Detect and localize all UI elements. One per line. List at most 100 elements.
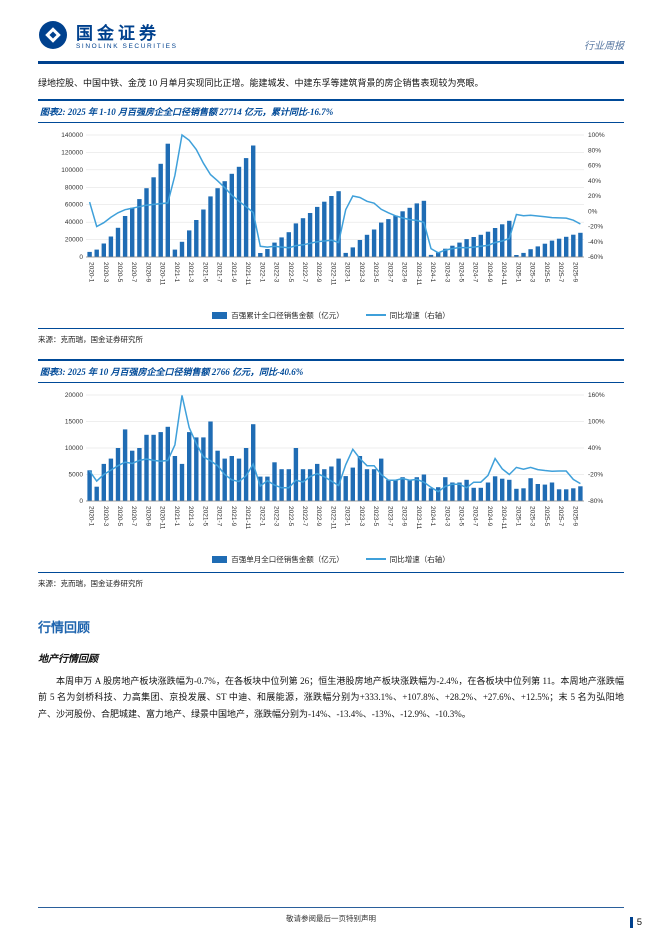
svg-text:2021-3: 2021-3 (187, 262, 194, 283)
svg-text:40%: 40% (588, 445, 601, 452)
svg-text:2024-7: 2024-7 (472, 262, 479, 283)
brand-name-cn: 国金证券 (76, 23, 160, 43)
svg-text:100000: 100000 (61, 167, 83, 174)
svg-text:2024-11: 2024-11 (500, 262, 507, 286)
svg-text:2021-5: 2021-5 (201, 506, 208, 527)
sinolink-logo-icon (38, 20, 68, 55)
svg-text:140000: 140000 (61, 132, 83, 139)
svg-text:-20%: -20% (588, 223, 603, 230)
svg-text:2025-1: 2025-1 (514, 506, 521, 527)
line-swatch-icon (365, 314, 386, 317)
svg-text:2025-3: 2025-3 (529, 262, 536, 283)
intro-paragraph: 绿地控股、中国中铁、金茂 10 月单月实现同比正增。能建城发、中建东孚等建筑背景… (38, 77, 484, 88)
bar-swatch-icon (212, 555, 228, 563)
svg-text:60%: 60% (588, 162, 601, 169)
legend-item-bars: 百强累计全口径销售金额（亿元） (212, 310, 344, 321)
svg-text:2024-7: 2024-7 (472, 506, 479, 527)
svg-text:2025-1: 2025-1 (514, 262, 521, 283)
figure-3: 图表3: 2025 年 10 月百强房企全口径销售额 2766 亿元，同比-40… (38, 358, 624, 573)
svg-text:160%: 160% (588, 392, 605, 399)
svg-text:2020-9: 2020-9 (145, 506, 152, 527)
svg-text:2023-11: 2023-11 (415, 262, 422, 286)
svg-text:2020-3: 2020-3 (102, 262, 109, 283)
svg-text:2022-11: 2022-11 (329, 506, 336, 530)
svg-text:60000: 60000 (65, 202, 83, 209)
svg-text:2023-5: 2023-5 (372, 262, 379, 283)
page-content: 绿地控股、中国中铁、金茂 10 月单月实现同比正增。能建城发、中建东孚等建筑背景… (0, 76, 662, 723)
svg-text:2021-11: 2021-11 (244, 262, 251, 286)
line-swatch-icon (365, 558, 386, 561)
brand-text: 国金证券 SINOLINK SECURITIES (76, 23, 178, 50)
svg-text:2021-7: 2021-7 (216, 506, 223, 527)
svg-text:2021-5: 2021-5 (201, 262, 208, 283)
svg-text:2020-11: 2020-11 (159, 262, 166, 286)
svg-text:5000: 5000 (69, 471, 84, 478)
legend-bar-label: 百强单月全口径销售金额（亿元） (231, 554, 344, 564)
svg-text:2021-9: 2021-9 (230, 262, 237, 283)
legend-item-line: 同比增速（右轴） (365, 554, 450, 565)
svg-text:2022-5: 2022-5 (287, 506, 294, 527)
svg-text:-80%: -80% (588, 498, 603, 505)
header-divider (38, 61, 624, 64)
svg-text:2022-9: 2022-9 (315, 262, 322, 283)
svg-text:2025-9: 2025-9 (571, 506, 578, 527)
svg-text:2025-3: 2025-3 (529, 506, 536, 527)
legend-bar-label: 百强累计全口径销售金额（亿元） (231, 310, 344, 320)
brand: 国金证券 SINOLINK SECURITIES (38, 20, 178, 55)
section-title-market-review: 行情回顾 (38, 619, 91, 635)
figure-3-source: 来源：克而瑞，国金证券研究所 (38, 578, 143, 588)
svg-text:2025-5: 2025-5 (543, 506, 550, 527)
page-number: 5 (629, 917, 642, 928)
svg-text:2022-3: 2022-3 (273, 262, 280, 283)
svg-text:2024-11: 2024-11 (500, 506, 507, 530)
legend-item-line: 同比增速（右轴） (365, 310, 450, 321)
svg-text:2020-5: 2020-5 (116, 506, 123, 527)
svg-text:2025-9: 2025-9 (571, 262, 578, 283)
svg-text:2023-9: 2023-9 (401, 506, 408, 527)
svg-text:80000: 80000 (65, 184, 83, 191)
figure-2-source: 来源：克而瑞，国金证券研究所 (38, 334, 143, 344)
svg-text:20000: 20000 (65, 392, 83, 399)
svg-text:2025-7: 2025-7 (557, 506, 564, 527)
svg-text:0: 0 (79, 498, 83, 505)
svg-text:2023-7: 2023-7 (386, 262, 393, 283)
svg-text:2023-3: 2023-3 (358, 262, 365, 283)
svg-text:2024-5: 2024-5 (458, 262, 465, 283)
svg-text:2022-7: 2022-7 (301, 262, 308, 283)
figure-3-title: 图表3: 2025 年 10 月百强房企全口径销售额 2766 亿元，同比-40… (38, 358, 624, 383)
svg-text:2022-1: 2022-1 (258, 506, 265, 527)
footer-disclaimer: 敬请参阅最后一页特别声明 (38, 907, 624, 924)
page-number-bar-icon (629, 917, 633, 928)
bar-swatch-icon (212, 311, 228, 319)
svg-text:0%: 0% (588, 208, 598, 215)
report-header: 国金证券 SINOLINK SECURITIES 行业周报 (0, 0, 662, 59)
svg-text:2021-7: 2021-7 (216, 262, 223, 283)
svg-text:100%: 100% (588, 418, 605, 425)
svg-text:2020-9: 2020-9 (145, 262, 152, 283)
svg-text:2022-3: 2022-3 (273, 506, 280, 527)
svg-text:2024-1: 2024-1 (429, 262, 436, 283)
svg-text:2023-3: 2023-3 (358, 506, 365, 527)
svg-text:-20%: -20% (588, 471, 603, 478)
svg-text:2022-9: 2022-9 (315, 506, 322, 527)
figure-2: 图表2: 2025 年 1-10 月百强房企全口径销售额 27714 亿元，累计… (38, 98, 624, 329)
svg-text:2021-11: 2021-11 (244, 506, 251, 530)
figure-2-legend: 百强累计全口径销售金额（亿元） 同比增速（右轴） (38, 308, 624, 328)
svg-text:120000: 120000 (61, 149, 83, 156)
svg-text:2023-1: 2023-1 (344, 262, 351, 283)
svg-text:10000: 10000 (65, 445, 83, 452)
figure-3-legend: 百强单月全口径销售金额（亿元） 同比增速（右轴） (38, 552, 624, 572)
svg-text:2020-5: 2020-5 (116, 262, 123, 283)
svg-text:2022-1: 2022-1 (258, 262, 265, 283)
report-type-label: 行业周报 (584, 41, 624, 52)
svg-text:2022-5: 2022-5 (287, 262, 294, 283)
svg-text:2022-7: 2022-7 (301, 506, 308, 527)
svg-text:-60%: -60% (588, 254, 603, 261)
legend-line-label: 同比增速（右轴） (389, 554, 450, 564)
svg-text:0: 0 (79, 254, 83, 261)
svg-text:20000: 20000 (65, 236, 83, 243)
svg-text:100%: 100% (588, 132, 605, 139)
svg-text:2024-3: 2024-3 (443, 506, 450, 527)
legend-line-label: 同比增速（右轴） (389, 310, 450, 320)
